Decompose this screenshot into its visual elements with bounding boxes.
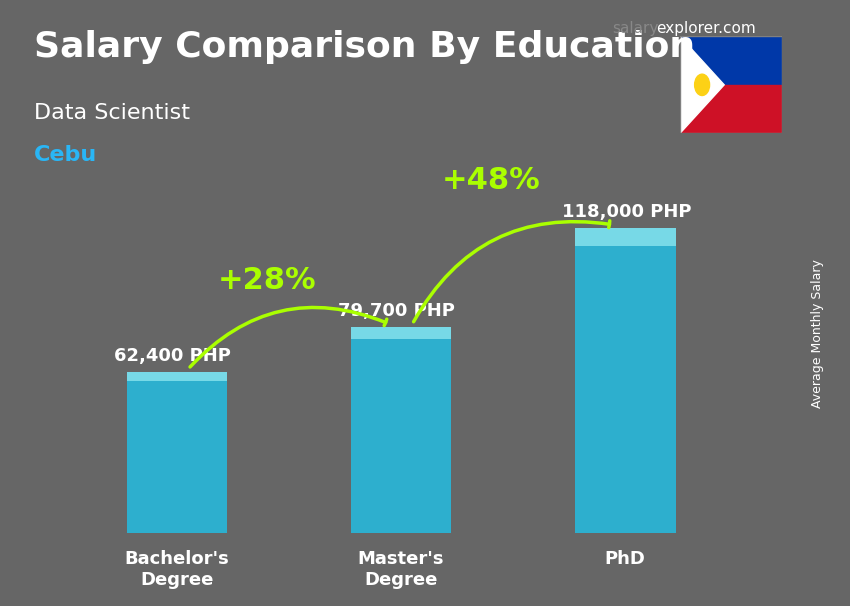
Text: Salary Comparison By Education: Salary Comparison By Education: [34, 30, 695, 64]
Text: Average Monthly Salary: Average Monthly Salary: [812, 259, 824, 408]
Text: salary: salary: [612, 21, 659, 36]
Bar: [575, 227, 676, 533]
Text: +28%: +28%: [218, 265, 316, 295]
Text: 62,400 PHP: 62,400 PHP: [114, 347, 231, 365]
Text: Cebu: Cebu: [34, 145, 97, 165]
Text: Data Scientist: Data Scientist: [34, 103, 190, 123]
Polygon shape: [680, 85, 782, 133]
Bar: [127, 371, 227, 533]
Bar: [350, 327, 451, 533]
Polygon shape: [680, 36, 724, 133]
Bar: [127, 371, 227, 381]
Bar: [575, 227, 676, 246]
Text: 79,700 PHP: 79,700 PHP: [338, 302, 455, 321]
Text: +48%: +48%: [441, 167, 540, 195]
Bar: [350, 327, 451, 339]
Text: 118,000 PHP: 118,000 PHP: [563, 203, 692, 221]
Circle shape: [694, 74, 710, 96]
Polygon shape: [680, 36, 782, 85]
Text: explorer.com: explorer.com: [656, 21, 756, 36]
